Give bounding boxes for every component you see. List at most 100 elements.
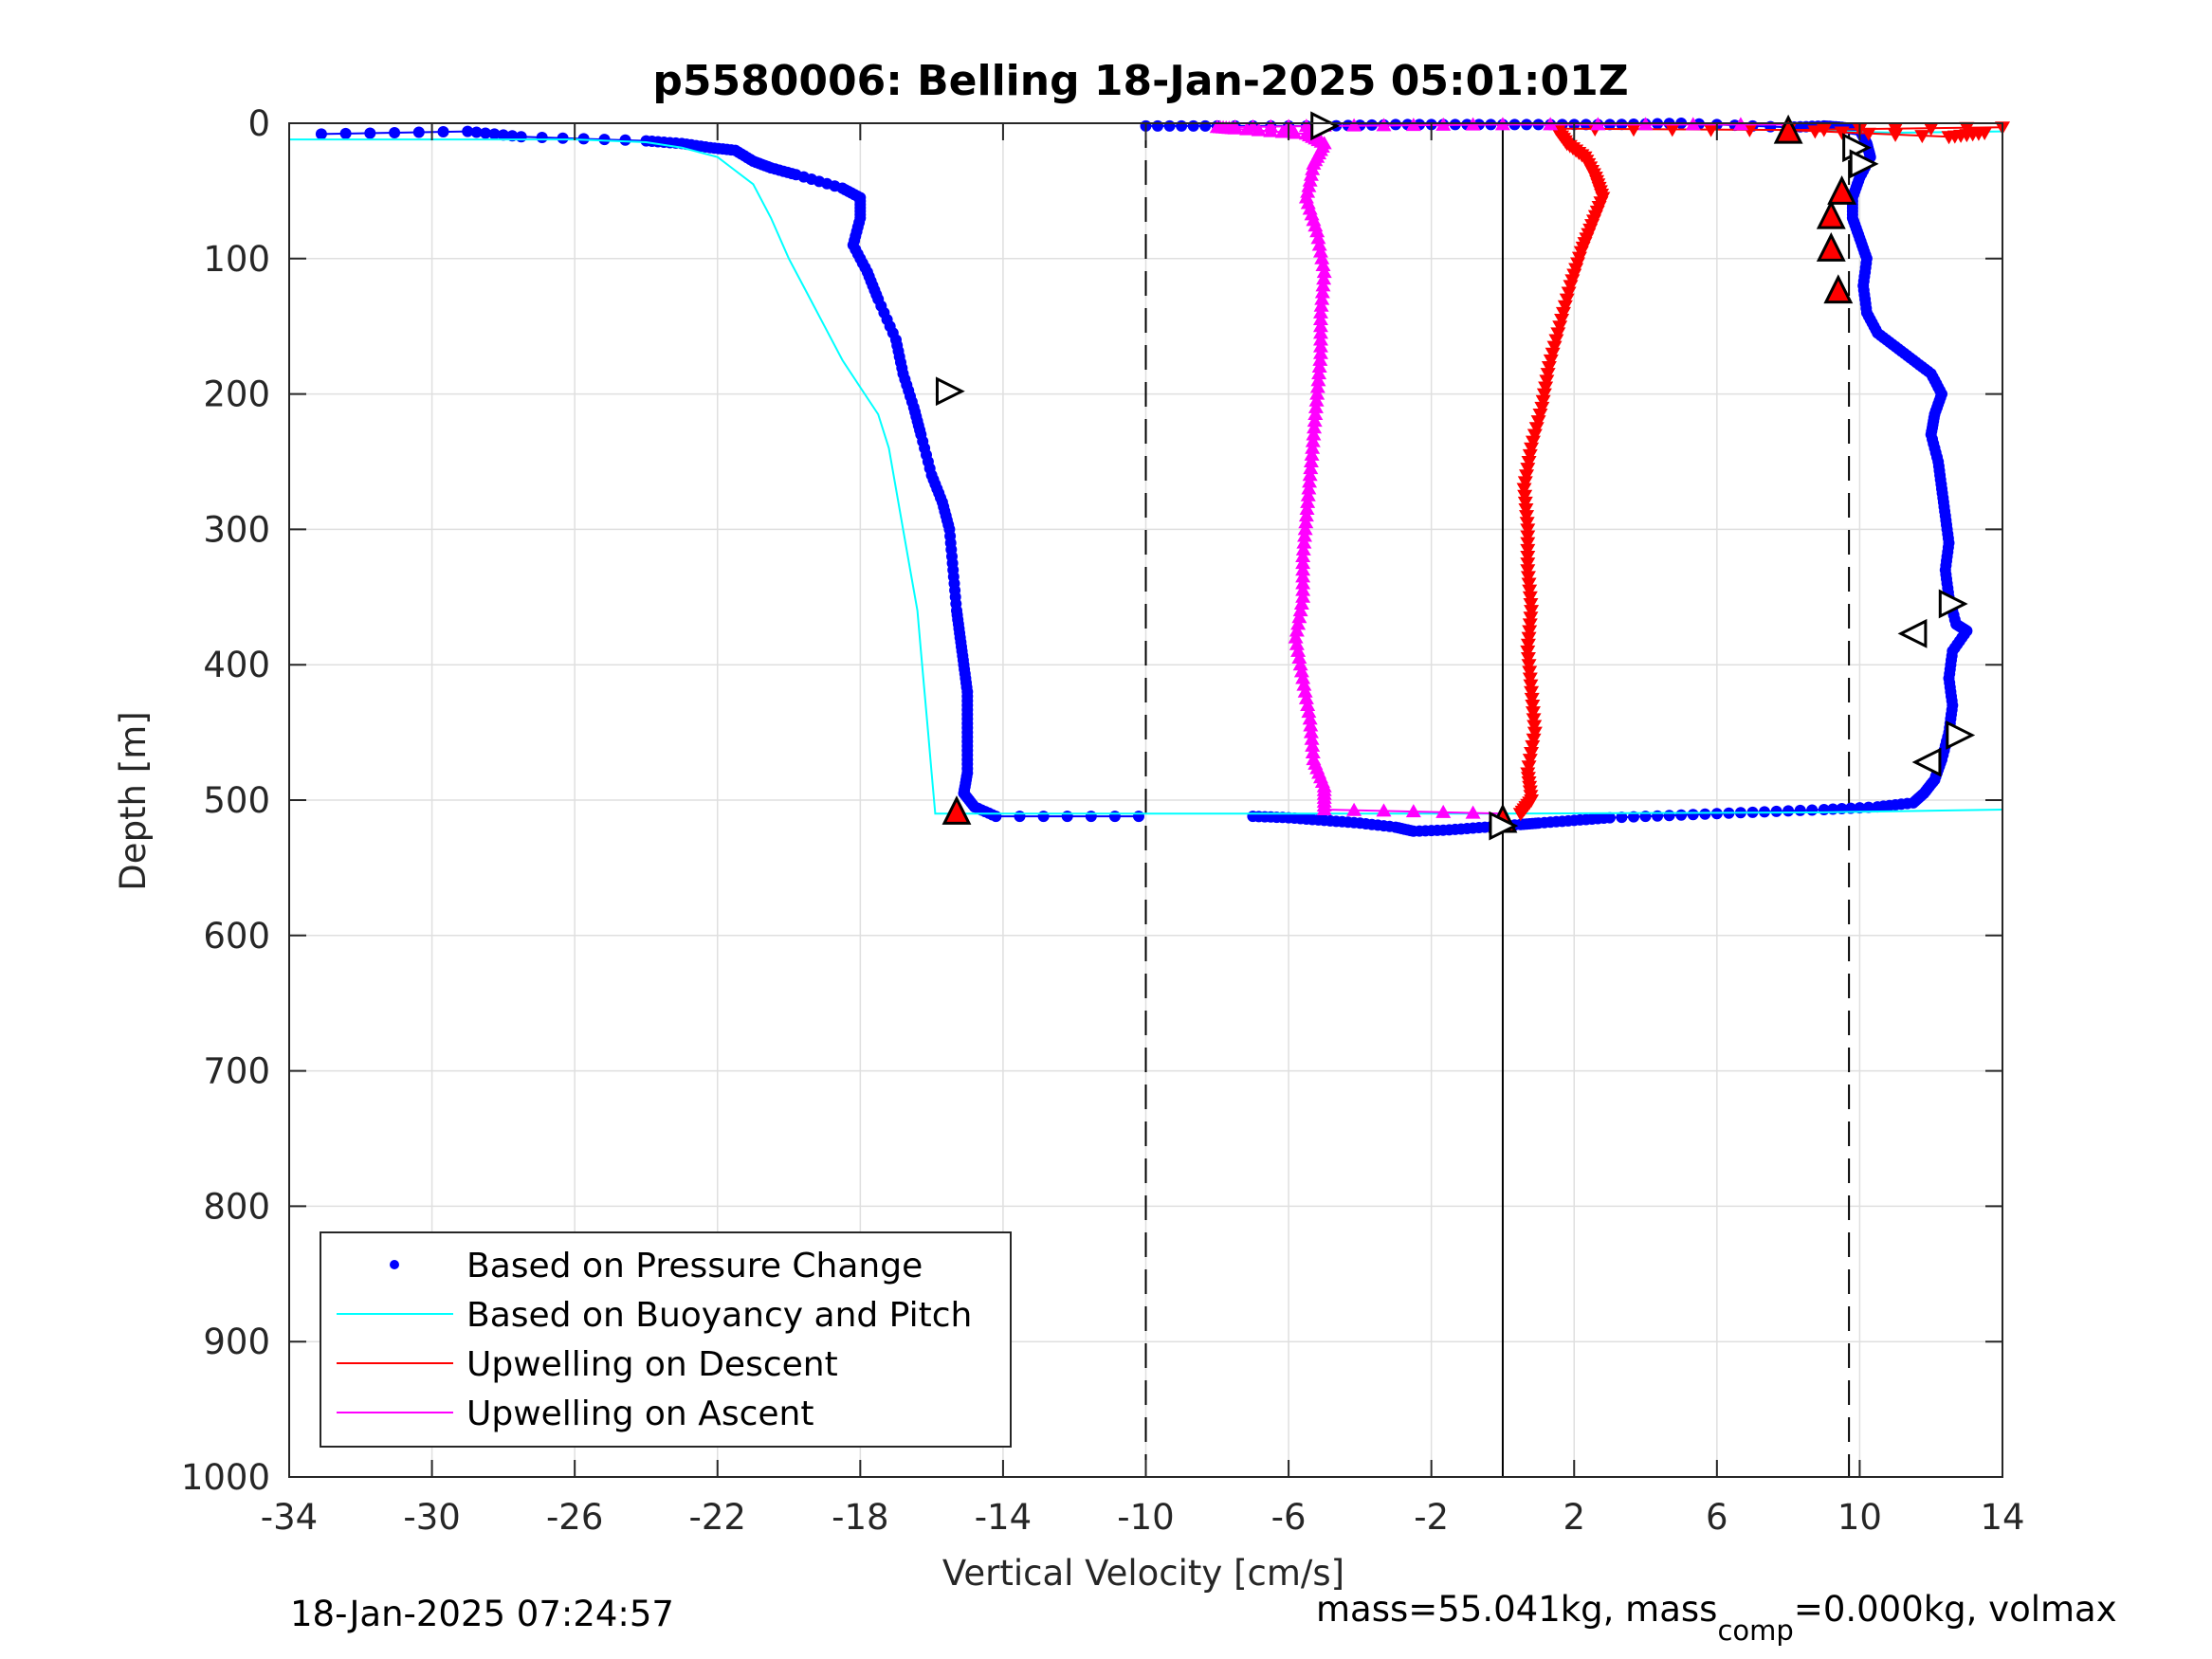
legend-item: Based on Buoyancy and Pitch [337, 1296, 972, 1335]
data-point [1293, 664, 1309, 678]
chart-title: p5580006: Belling 18-Jan-2025 05:01:01Z [652, 57, 1628, 105]
data-point [1807, 125, 1823, 139]
data-point [1295, 589, 1311, 603]
x-tick-label: 14 [1980, 1497, 2024, 1538]
data-point [1526, 720, 1543, 734]
data-point [364, 127, 376, 139]
data-point [1312, 244, 1328, 258]
data-point [1521, 456, 1537, 469]
data-point [1304, 731, 1320, 745]
data-point [1554, 314, 1570, 328]
data-point [1525, 435, 1541, 449]
data-point [1528, 422, 1545, 436]
data-point [1307, 399, 1324, 413]
x-tick-label: -26 [546, 1497, 603, 1538]
data-point [1517, 496, 1533, 510]
series-line [289, 138, 2003, 815]
event-marker [1946, 720, 1976, 750]
data-point [1288, 629, 1304, 644]
data-point [1296, 677, 1312, 691]
data-point [1834, 126, 1850, 140]
reference-lines [1144, 123, 1851, 1477]
data-point [1465, 805, 1481, 819]
data-point [1303, 718, 1319, 732]
data-point [1520, 571, 1536, 585]
series-layer [289, 117, 2010, 837]
y-tick-label: 200 [203, 374, 270, 415]
data-point [497, 129, 509, 141]
data-point [1524, 605, 1540, 619]
data-point [1346, 802, 1362, 816]
data-point [1305, 738, 1321, 752]
data-point [1247, 811, 1259, 823]
mass-text: mass=55.041kg, mass [1316, 1589, 1717, 1630]
series-line [320, 130, 1139, 818]
data-point [1295, 562, 1311, 576]
data-point [1297, 528, 1313, 542]
data-point [1523, 679, 1539, 693]
x-axis-label: Vertical Velocity [cm/s] [942, 1553, 1344, 1594]
data-point [1675, 809, 1688, 821]
data-point [1519, 469, 1535, 483]
data-point [1298, 690, 1314, 704]
data-point [577, 133, 590, 145]
data-point [1854, 802, 1866, 814]
data-point [1806, 804, 1819, 816]
data-point [1522, 584, 1538, 598]
x-tick-label: -6 [1271, 1497, 1307, 1538]
data-point [1302, 467, 1318, 482]
legend-swatch [390, 1260, 399, 1269]
data-point [339, 127, 352, 139]
data-point [1530, 415, 1546, 429]
data-point [1818, 804, 1830, 815]
event-marker [1823, 274, 1854, 304]
data-point [1199, 119, 1212, 132]
data-point [1297, 521, 1313, 536]
data-point [1512, 808, 1528, 822]
footer-timestamp: 18-Jan-2025 07:24:57 [290, 1594, 674, 1634]
data-point [1290, 643, 1307, 657]
data-point [1521, 760, 1537, 775]
data-point [1520, 530, 1536, 544]
data-point [470, 126, 483, 138]
data-point [1302, 474, 1318, 488]
data-point [1306, 427, 1322, 441]
data-point [1289, 623, 1305, 637]
data-point [1559, 293, 1575, 307]
data-point [1536, 388, 1552, 402]
y-tick-label: 800 [203, 1186, 270, 1227]
data-point [1518, 502, 1534, 517]
data-point [1545, 347, 1561, 361]
data-point [462, 125, 474, 137]
data-point [1561, 286, 1577, 301]
data-point [1295, 575, 1311, 590]
data-point [1522, 754, 1538, 768]
data-point [1534, 401, 1550, 415]
data-point [1303, 461, 1319, 475]
axis-ticks: -34 -30 -26 -22 -18 -14 -10 -6 -2 2 6 10 14010020030… [181, 103, 2025, 1538]
data-point [1300, 698, 1316, 712]
event-marker [1827, 175, 1857, 205]
data-point [1521, 577, 1537, 592]
legend-item: Upwelling on Descent [337, 1345, 838, 1384]
legend-label: Upwelling on Ascent [466, 1395, 814, 1433]
data-point [1520, 463, 1536, 477]
legend-label: Based on Pressure Change [466, 1247, 923, 1285]
data-point [1293, 595, 1309, 610]
data-point [1295, 569, 1311, 583]
data-point [1061, 811, 1073, 823]
data-point [1703, 123, 1719, 137]
data-point [488, 128, 501, 140]
data-point [1552, 320, 1568, 335]
data-point [1263, 118, 1279, 133]
y-tick-label: 700 [203, 1051, 270, 1092]
x-tick-label: -30 [403, 1497, 460, 1538]
event-marker [1773, 114, 1803, 144]
data-point [1312, 352, 1328, 366]
data-point [1664, 123, 1680, 137]
data-point [1108, 811, 1121, 823]
data-point [1306, 752, 1322, 766]
data-point [1209, 119, 1225, 134]
data-point [1314, 291, 1330, 305]
data-point [1312, 319, 1328, 333]
